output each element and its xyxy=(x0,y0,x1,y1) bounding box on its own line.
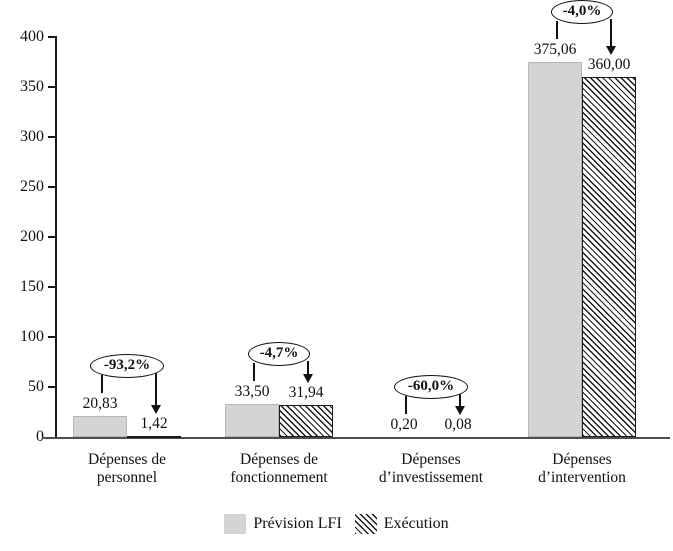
category-label-line1: Dépenses xyxy=(401,451,461,468)
legend-label-execution: Exécution xyxy=(383,515,449,532)
bar-value-label: 360,00 xyxy=(587,56,631,73)
y-tick-label: 150 xyxy=(20,278,44,295)
y-tick xyxy=(48,86,55,88)
annotation-arrowhead-icon xyxy=(151,404,161,414)
legend-swatch-prevision-icon xyxy=(224,514,247,534)
annotation-connector-line xyxy=(101,375,103,394)
y-tick-label: 50 xyxy=(28,378,44,395)
category-label-line2: fonctionnement xyxy=(230,468,328,486)
category-label-line1: Dépenses de xyxy=(240,451,318,468)
y-tick-label: 350 xyxy=(20,78,44,95)
y-axis-line xyxy=(55,36,57,439)
category-label-line1: Dépenses de xyxy=(88,451,166,468)
y-tick xyxy=(48,186,55,188)
bar-value-label: 0,20 xyxy=(390,415,418,433)
bar-execution xyxy=(279,405,333,437)
annotation-connector-line xyxy=(253,362,255,381)
annotation-arrowhead-icon xyxy=(303,374,313,384)
annotation-ellipse: -60,0% xyxy=(394,374,468,399)
annotation-arrow-line xyxy=(459,393,461,406)
annotation-connector-line xyxy=(405,395,407,414)
annotation-arrow-line xyxy=(610,18,612,46)
y-tick-label: 400 xyxy=(20,28,44,45)
y-tick xyxy=(48,236,55,238)
annotation-arrow-line xyxy=(155,373,157,405)
y-tick xyxy=(48,286,55,288)
bar-value-label: 20,83 xyxy=(82,395,118,413)
bar-execution xyxy=(582,77,636,437)
bar-value-label: 33,50 xyxy=(234,382,270,400)
annotation-connector-line xyxy=(556,20,558,39)
x-axis-line xyxy=(42,437,670,439)
y-tick-label: 0 xyxy=(36,428,44,445)
y-tick-label: 100 xyxy=(20,328,44,345)
category-label-line2: d’investissement xyxy=(378,468,484,486)
category-label: Dépenses de fonctionnement xyxy=(194,451,364,486)
legend-label-prevision: Prévision LFI xyxy=(253,515,342,532)
bar-prevision xyxy=(528,61,582,437)
category-label: Dépenses d’investissement xyxy=(346,451,516,486)
legend-swatch-execution-icon xyxy=(354,514,377,534)
legend: Prévision LFI Exécution xyxy=(0,514,673,534)
bar-value-label: 1,42 xyxy=(140,414,168,432)
category-label: Dépenses de personnel xyxy=(42,451,212,486)
annotation-arrowhead-icon xyxy=(455,405,465,415)
category-label-line2: d’intervention xyxy=(538,468,626,486)
y-tick-label: 300 xyxy=(20,128,44,145)
y-tick xyxy=(48,336,55,338)
bar-prevision xyxy=(73,416,127,437)
bar-value-label: 0,08 xyxy=(444,415,472,433)
annotation-ellipse: -4,7% xyxy=(248,341,310,366)
bar-execution xyxy=(127,435,181,438)
y-tick xyxy=(48,386,55,388)
category-label: Dépenses d’intervention xyxy=(497,451,667,486)
bar-value-label: 375,06 xyxy=(533,40,577,58)
bar-prevision xyxy=(225,403,279,437)
category-label-line1: Dépenses xyxy=(552,451,612,468)
y-tick-label: 200 xyxy=(20,228,44,245)
bar-value-label: 31,94 xyxy=(288,384,324,402)
y-tick xyxy=(48,136,55,138)
category-label-line2: personnel xyxy=(96,468,158,486)
annotation-arrowhead-icon xyxy=(606,46,616,55)
y-tick xyxy=(48,36,55,38)
annotation-ellipse: -4,0% xyxy=(551,0,613,24)
annotation-arrow-line xyxy=(307,360,309,375)
annotation-ellipse: -93,2% xyxy=(90,354,164,379)
y-tick-label: 250 xyxy=(20,178,44,195)
